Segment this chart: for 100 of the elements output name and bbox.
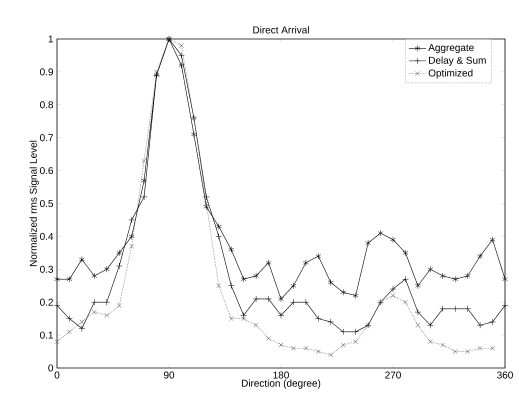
point [440, 306, 446, 312]
point [489, 318, 496, 326]
x-tick-label: 90 [164, 372, 174, 379]
point [204, 201, 209, 206]
point [54, 276, 60, 282]
point [228, 246, 234, 253]
point [378, 230, 384, 236]
x-tick-label: 360 [497, 372, 513, 379]
point [440, 342, 446, 348]
point [254, 322, 258, 328]
point [440, 272, 446, 280]
point [104, 298, 110, 306]
point [54, 302, 60, 309]
point [104, 266, 110, 273]
point [253, 272, 259, 280]
point [240, 312, 247, 319]
point [241, 316, 246, 322]
point [340, 289, 346, 296]
point [240, 276, 247, 282]
point [390, 293, 396, 298]
y-tick-label: 0.3 [40, 266, 54, 273]
point [116, 250, 122, 256]
legend-label: Aggregate [428, 44, 474, 54]
point [452, 306, 458, 312]
point [140, 194, 148, 200]
point [452, 276, 458, 282]
point [478, 346, 482, 351]
point [427, 322, 434, 328]
point [328, 318, 334, 326]
point [104, 312, 110, 318]
point [402, 250, 408, 256]
legend-label: Delay & Sum [429, 56, 486, 66]
point [315, 315, 322, 322]
point [340, 328, 346, 336]
point [116, 262, 122, 270]
y-tick-label: 0.2 [40, 298, 53, 306]
point [203, 204, 210, 210]
point [427, 266, 434, 273]
point [78, 325, 86, 332]
point [476, 322, 484, 328]
point [252, 296, 260, 302]
point [502, 276, 508, 282]
point [128, 216, 135, 224]
point [452, 349, 458, 354]
point [365, 240, 371, 246]
point [91, 298, 98, 306]
point [191, 131, 197, 138]
point [92, 310, 97, 314]
point [316, 349, 321, 354]
point [328, 279, 334, 286]
y-tick-label: 0.1 [40, 332, 53, 339]
point [490, 236, 496, 243]
point [502, 302, 508, 309]
point [403, 300, 408, 305]
point [91, 272, 98, 280]
point [465, 349, 470, 354]
point [178, 62, 184, 69]
point [328, 352, 334, 358]
point [142, 158, 146, 164]
x-tick-label: 180 [273, 372, 289, 379]
y-tick-label: 0.5 [40, 200, 54, 208]
point [54, 339, 60, 344]
point [291, 346, 296, 351]
point [265, 296, 272, 302]
x-axis-title: Direction (degree) [242, 379, 320, 389]
point [228, 316, 234, 322]
point [290, 282, 296, 289]
point [302, 298, 310, 306]
point [390, 286, 396, 292]
y-axis-title: Normalized rms Signal Level [29, 140, 39, 266]
point [415, 282, 421, 289]
point [464, 306, 471, 312]
point [266, 259, 272, 266]
y-tick-label: 0.8 [40, 101, 54, 108]
point [216, 223, 222, 230]
point [278, 312, 284, 319]
point [203, 194, 210, 200]
point [80, 320, 84, 324]
point [428, 339, 433, 344]
point [66, 315, 73, 322]
point [414, 308, 422, 316]
y-tick-label: 0.6 [40, 167, 54, 174]
point [129, 244, 134, 249]
point [303, 259, 309, 266]
point [141, 177, 147, 184]
point [352, 328, 359, 336]
point [278, 342, 284, 348]
point [79, 256, 85, 263]
point [390, 236, 396, 243]
y-tick-label: 0.9 [40, 68, 54, 76]
x-tick-label: 270 [385, 372, 401, 379]
y-tick-label: 0.7 [40, 134, 53, 142]
chart-title: Direct Arrival [253, 26, 309, 34]
point [464, 272, 471, 280]
point [290, 298, 297, 306]
point [116, 303, 122, 308]
point [416, 322, 420, 328]
point [216, 283, 222, 288]
point [352, 292, 359, 299]
y-tick-label: 0 [48, 364, 54, 372]
